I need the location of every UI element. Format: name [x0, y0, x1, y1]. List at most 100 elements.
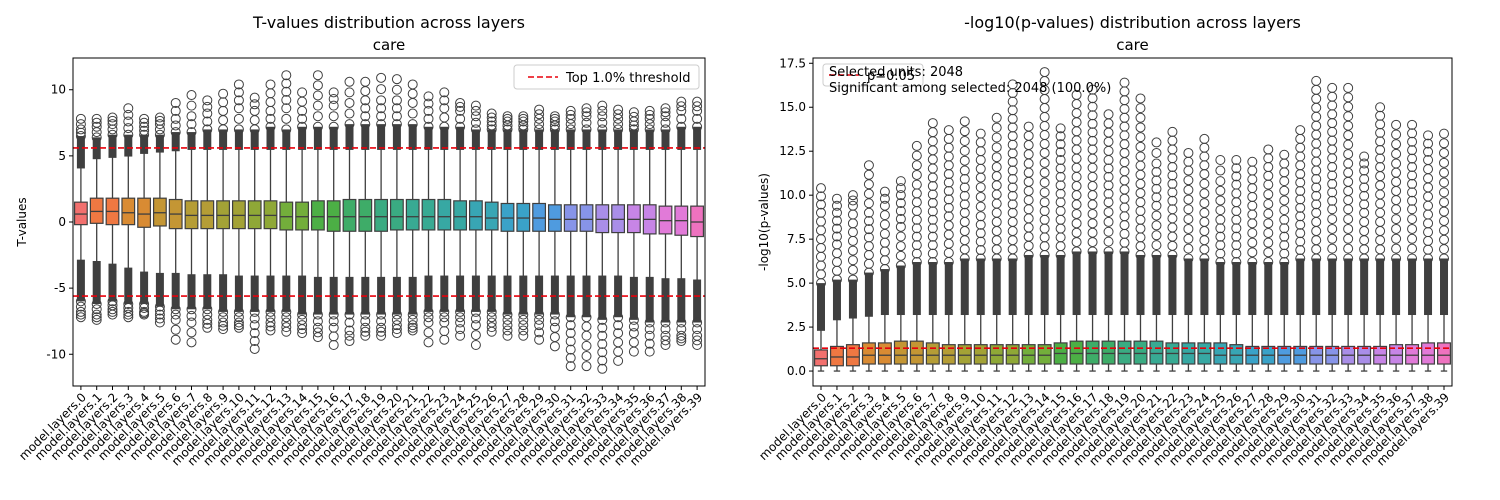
outlier-point [660, 340, 671, 350]
outlier-point [1359, 244, 1370, 255]
outlier-point [1295, 219, 1306, 230]
box [279, 201, 294, 231]
outlier-point [376, 309, 387, 320]
outlier-point [1407, 178, 1418, 189]
outlier-point [1071, 181, 1082, 192]
outlier-point [391, 309, 402, 320]
outlier-point [959, 126, 970, 137]
outlier-cluster-lower [203, 274, 212, 310]
outlier-point [1391, 129, 1402, 140]
box-group [137, 113, 152, 320]
outlier-point [692, 96, 703, 107]
box-group [1293, 125, 1308, 372]
outlier-point [1423, 235, 1434, 246]
outlier-point [565, 344, 576, 355]
outlier-point [847, 264, 858, 275]
outlier-point [943, 238, 954, 249]
outlier-point [1359, 190, 1370, 201]
outlier-point [1439, 138, 1450, 149]
outlier-point [1327, 187, 1338, 198]
box-group [1373, 102, 1388, 372]
outlier-cluster-upper [124, 134, 133, 157]
plot-frame [72, 57, 706, 387]
outlier-point [959, 216, 970, 227]
outlier-point [407, 309, 418, 320]
outlier-point [1151, 230, 1162, 241]
outlier-point [1087, 93, 1098, 104]
box-group [105, 112, 120, 320]
outlier-point [1343, 111, 1354, 122]
outlier-point [1151, 249, 1162, 260]
outlier-point [1295, 142, 1306, 153]
outlier-point [692, 113, 703, 124]
outlier-cluster-upper [1280, 262, 1289, 316]
outlier-point [518, 330, 529, 341]
outlier-point [391, 324, 402, 335]
box [877, 342, 892, 365]
outlier-cluster-upper [298, 126, 307, 150]
outlier-cluster-upper [598, 129, 607, 150]
outlier-point [249, 313, 260, 324]
outlier-point [1151, 158, 1162, 169]
outlier-cluster-lower [76, 259, 85, 302]
outlier-point [1087, 153, 1098, 164]
outlier-point [660, 317, 671, 328]
outlier-point [344, 108, 355, 119]
outlier-point [1055, 147, 1066, 158]
outlier-point [344, 97, 355, 108]
box [1229, 344, 1244, 365]
outlier-point [1103, 136, 1114, 147]
outlier-point [613, 124, 624, 135]
outlier-point [407, 79, 418, 90]
outlier-point [170, 105, 181, 116]
outlier-point [423, 121, 434, 132]
outlier-cluster-upper [1104, 251, 1113, 316]
outlier-point [991, 152, 1002, 163]
outlier-cluster-upper [1168, 254, 1177, 316]
box [310, 200, 325, 231]
outlier-point [154, 301, 165, 312]
box-group [973, 128, 988, 372]
y-tick-label: 7.5 [787, 232, 806, 246]
outlier-point [1327, 233, 1338, 244]
outlier-point [1023, 130, 1034, 141]
outlier-point [1279, 205, 1290, 216]
outlier-point [1295, 133, 1306, 144]
outlier-point [1039, 223, 1050, 234]
outlier-point [831, 215, 842, 226]
box [1421, 342, 1436, 365]
box-group [925, 118, 940, 372]
outlier-point [1327, 223, 1338, 234]
outlier-point [218, 317, 229, 328]
outlier-point [613, 109, 624, 120]
box-group [941, 125, 956, 372]
outlier-point [1375, 102, 1386, 113]
outlier-cluster-upper [1072, 251, 1081, 316]
outlier-point [1423, 138, 1434, 149]
box-group [877, 186, 892, 372]
outlier-point [1263, 153, 1274, 164]
outlier-point [1215, 257, 1226, 268]
outlier-point [312, 332, 323, 343]
outlier-point [265, 306, 276, 317]
outlier-point [847, 200, 858, 211]
outlier-cluster-upper [1200, 258, 1209, 316]
outlier-point [376, 119, 387, 130]
outlier-point [975, 219, 986, 230]
outlier-point [863, 188, 874, 199]
outlier-point [1407, 243, 1418, 254]
outlier-point [1391, 204, 1402, 215]
outlier-point [565, 113, 576, 124]
box [1069, 340, 1084, 365]
outlier-point [91, 312, 102, 323]
outlier-point [676, 101, 687, 112]
outlier-point [1247, 174, 1258, 185]
outlier-point [1247, 218, 1258, 229]
box [579, 204, 594, 232]
outlier-point [1423, 200, 1434, 211]
outlier-point [975, 146, 986, 157]
outlier-cluster-lower [471, 275, 480, 312]
outlier-cluster-upper [424, 126, 433, 150]
outlier-point [265, 321, 276, 332]
outlier-point [470, 124, 481, 135]
